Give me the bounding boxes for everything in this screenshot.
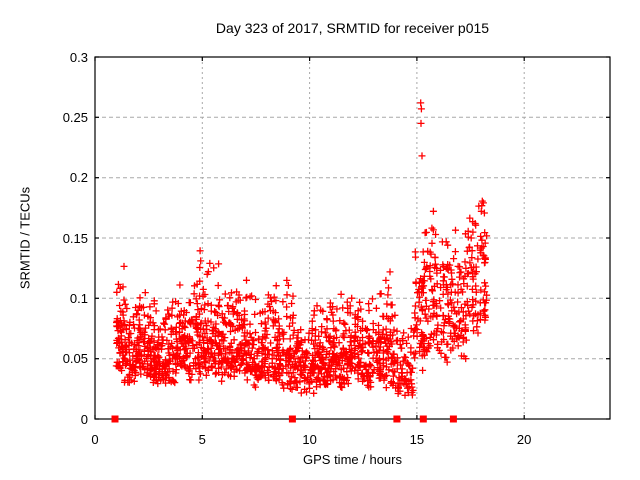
x-tick-label: 10 xyxy=(302,432,317,447)
y-tick-label: 0.15 xyxy=(62,230,88,246)
x-tick-label: 15 xyxy=(409,432,425,447)
x-tick-label: 0 xyxy=(91,432,99,447)
x-tick-label: 20 xyxy=(516,432,532,447)
y-tick-label: 0 xyxy=(80,411,88,427)
x-axis-label: GPS time / hours xyxy=(303,452,402,467)
y-tick-label: 0.2 xyxy=(69,170,88,186)
y-tick-label: 0.05 xyxy=(62,351,88,367)
y-axis-label: SRMTID / TECUs xyxy=(17,186,33,290)
chart-title: Day 323 of 2017, SRMTID for receiver p01… xyxy=(215,20,490,36)
y-tick-label: 0.3 xyxy=(69,49,88,65)
x-tick-label: 5 xyxy=(198,432,206,447)
y-tick-label: 0.25 xyxy=(62,109,88,125)
y-tick-label: 0.1 xyxy=(69,290,88,306)
